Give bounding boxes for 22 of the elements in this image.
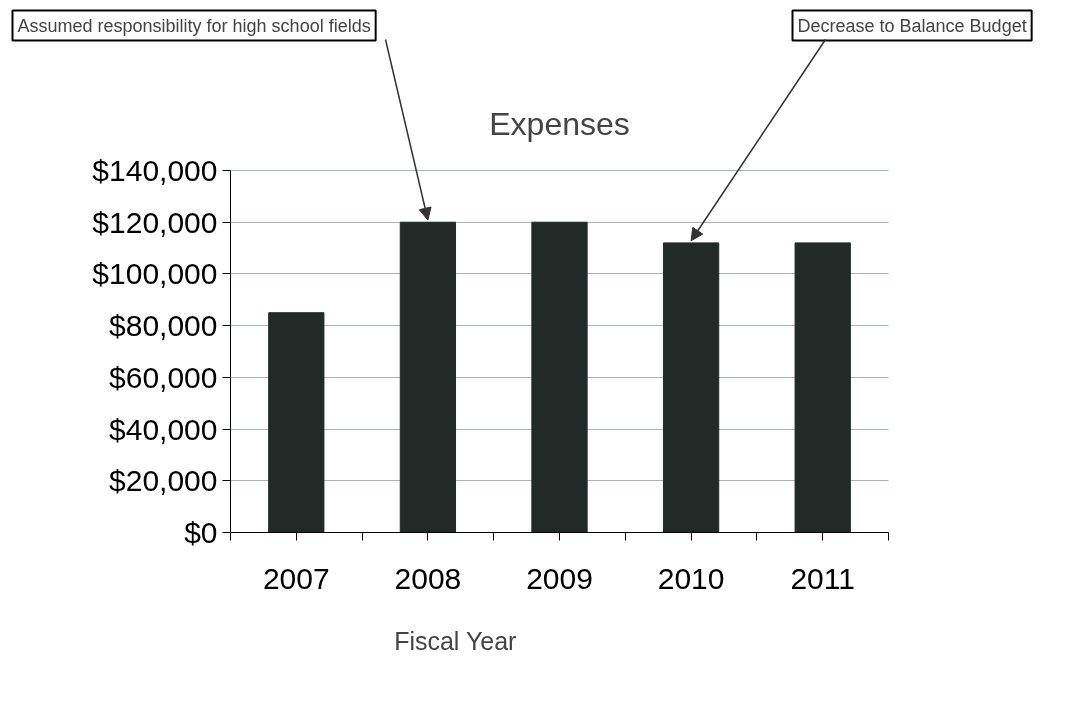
y-tick-label: $120,000 xyxy=(92,205,218,239)
chart-title: Expenses xyxy=(489,105,630,142)
y-tick-label: $0 xyxy=(184,516,218,549)
bar xyxy=(662,242,720,533)
y-tick-label: $100,000 xyxy=(92,257,218,291)
y-tick-label: $60,000 xyxy=(109,360,218,394)
annotation: Assumed responsibility for high school fields xyxy=(17,15,371,36)
bar xyxy=(268,312,325,533)
y-tick-label: $20,000 xyxy=(109,464,218,498)
x-tick-label: 2011 xyxy=(790,561,855,595)
x-tick-label: 2009 xyxy=(526,561,593,595)
x-tick-label: 2007 xyxy=(262,561,330,595)
y-tick-label: $80,000 xyxy=(109,309,218,343)
x-axis-title: Fiscal Year xyxy=(394,626,517,655)
x-tick-label: 2010 xyxy=(657,561,725,595)
bar xyxy=(794,242,851,533)
bar xyxy=(531,221,588,533)
y-tick-label: $140,000 xyxy=(92,154,218,187)
bar xyxy=(399,221,457,533)
y-tick-label: $40,000 xyxy=(109,412,218,446)
annotation: Decrease to Balance Budget xyxy=(797,15,1027,36)
x-tick-label: 2008 xyxy=(394,561,462,595)
